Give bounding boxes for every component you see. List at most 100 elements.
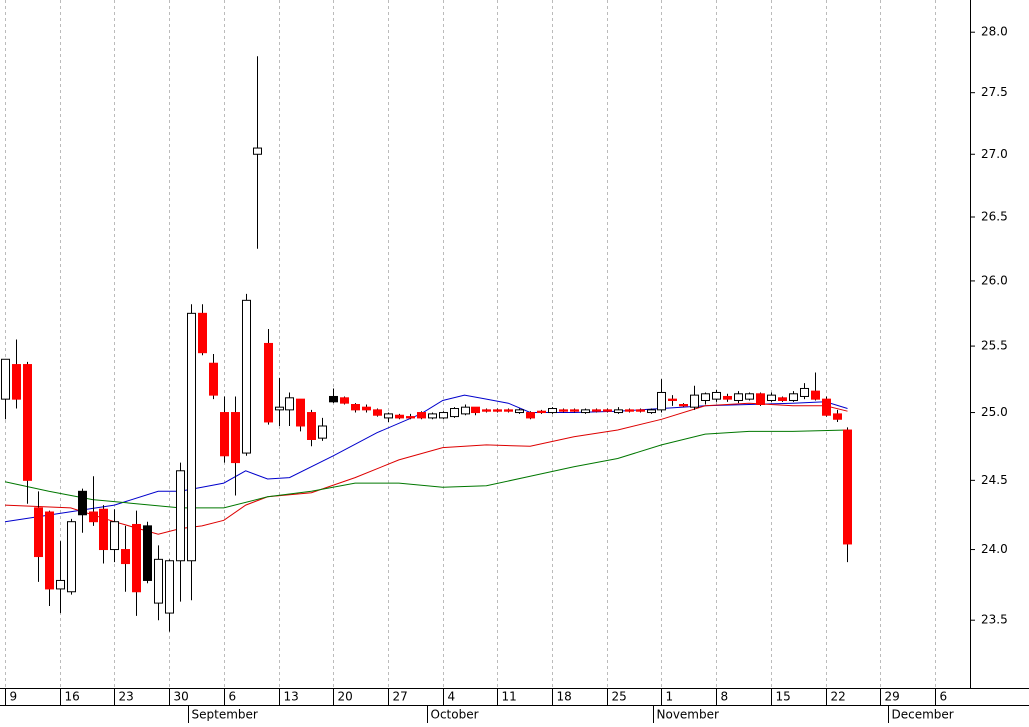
candle-body xyxy=(504,409,513,412)
candle-body xyxy=(756,393,765,405)
x-tick-label: 20 xyxy=(338,690,353,704)
month-label: September xyxy=(192,708,258,722)
y-tick-label: 27.0 xyxy=(981,147,1008,161)
x-tick-label: 4 xyxy=(448,690,456,704)
y-tick-label: 26.5 xyxy=(981,209,1008,223)
candle-body xyxy=(800,387,809,397)
candle-body xyxy=(176,470,185,562)
candle-body xyxy=(712,391,721,400)
candle-body xyxy=(843,429,852,545)
candle-body xyxy=(603,409,612,412)
x-tick-label: 25 xyxy=(612,690,627,704)
candle-body xyxy=(318,425,327,439)
candle-body xyxy=(778,397,787,401)
candle-body xyxy=(559,409,568,412)
y-tick-label: 23.5 xyxy=(981,613,1008,627)
candle-body xyxy=(384,413,393,419)
candle-body xyxy=(789,393,798,401)
candle-body xyxy=(625,409,634,412)
candle-body xyxy=(45,511,54,590)
y-tick-label: 28.0 xyxy=(981,25,1008,39)
x-tick-label: 30 xyxy=(174,690,189,704)
candle-body xyxy=(428,413,437,419)
y-tick-label: 25.0 xyxy=(981,405,1008,419)
candle-body xyxy=(417,412,426,419)
candle-body xyxy=(647,409,656,414)
candle-body xyxy=(34,507,43,558)
candle-body xyxy=(209,362,218,396)
candle-body xyxy=(296,398,305,427)
candle-body xyxy=(220,412,229,457)
candle-body xyxy=(679,403,688,407)
candle-body xyxy=(614,409,623,414)
y-tick-label: 26.0 xyxy=(981,273,1008,287)
candle-body xyxy=(548,408,557,414)
x-tick-label: 6 xyxy=(229,690,237,704)
x-tick-label: 29 xyxy=(885,690,900,704)
candle-body xyxy=(187,312,196,562)
x-tick-label: 18 xyxy=(557,690,572,704)
candle-body xyxy=(811,390,820,400)
x-tick-label: 13 xyxy=(284,690,299,704)
candle-body xyxy=(165,560,174,614)
candle-body xyxy=(395,414,404,419)
candle-body xyxy=(264,342,273,423)
candle-body xyxy=(23,364,32,481)
candle-body xyxy=(329,395,338,403)
candle-body xyxy=(767,394,776,401)
candle-body xyxy=(121,549,130,565)
candle-body xyxy=(275,406,284,411)
candle-body xyxy=(701,393,710,401)
y-tick-label: 25.5 xyxy=(981,339,1008,353)
moving-average-line xyxy=(4,429,848,509)
y-tick-label: 24.5 xyxy=(981,473,1008,487)
x-tick-label: 16 xyxy=(65,690,80,704)
candle-body xyxy=(406,416,415,419)
candle-body xyxy=(231,412,240,464)
candle-body xyxy=(1,358,10,400)
candle-body xyxy=(482,409,491,412)
candle-body xyxy=(154,558,163,604)
candle-body xyxy=(636,409,645,412)
candle-body xyxy=(362,406,371,411)
x-tick-label: 11 xyxy=(502,690,517,704)
x-tick-label: 1 xyxy=(666,690,674,704)
candle-body xyxy=(668,398,677,401)
candle-body xyxy=(570,409,579,412)
candle-body xyxy=(285,397,294,411)
candle-body xyxy=(110,521,119,551)
candle-body xyxy=(822,398,831,416)
x-tick-label: 9 xyxy=(10,690,18,704)
candle-body xyxy=(471,406,480,414)
moving-average-line xyxy=(4,402,848,535)
candle-body xyxy=(657,391,666,411)
candle-body xyxy=(89,511,98,523)
x-tick-label: 23 xyxy=(119,690,134,704)
candle-body xyxy=(242,299,251,454)
candle-body xyxy=(56,579,65,590)
x-tick-label: 8 xyxy=(721,690,729,704)
candle-body xyxy=(253,147,262,155)
candle-body xyxy=(493,409,502,412)
candle-body xyxy=(67,521,76,593)
candle-body xyxy=(198,312,207,354)
month-label: November xyxy=(657,708,719,722)
candle-body xyxy=(461,406,470,415)
candle-body xyxy=(99,508,108,551)
candle-body xyxy=(581,409,590,414)
x-tick-label: 15 xyxy=(776,690,791,704)
candle-body xyxy=(734,393,743,401)
candle-body xyxy=(439,412,448,419)
candle-body xyxy=(745,393,754,400)
x-tick-label: 22 xyxy=(831,690,846,704)
candle-body xyxy=(373,409,382,416)
candle-body xyxy=(833,413,842,420)
candle-body xyxy=(515,409,524,414)
candle-body xyxy=(690,394,699,408)
y-tick-label: 24.0 xyxy=(981,542,1008,556)
x-tick-label: 27 xyxy=(393,690,408,704)
candle-body xyxy=(132,523,141,593)
candle-body xyxy=(78,490,87,516)
